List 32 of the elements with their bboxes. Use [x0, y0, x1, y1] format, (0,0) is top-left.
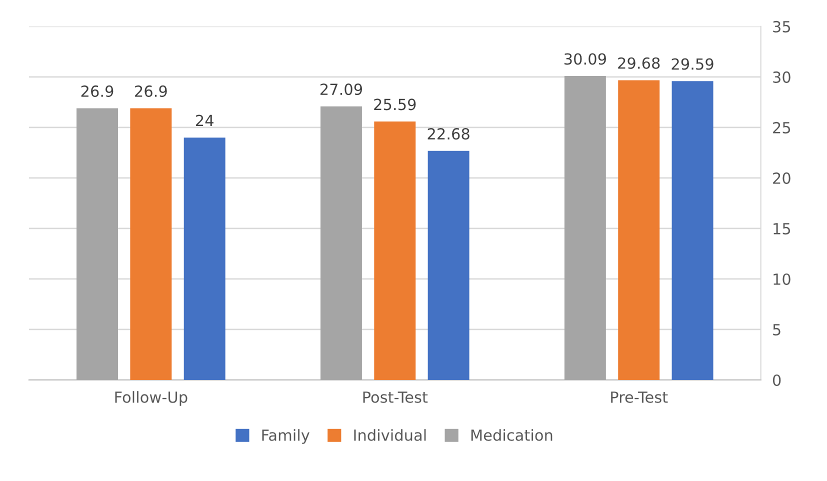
y-tick-label: 35: [773, 20, 790, 32]
bar: [130, 108, 172, 380]
y-tick-label: 25: [773, 122, 790, 134]
data-label: 29.68: [618, 57, 660, 69]
data-label: 26.9: [135, 85, 167, 97]
data-label: 29.59: [672, 58, 714, 70]
bar: [618, 80, 660, 380]
bar: [320, 106, 362, 380]
x-tick-label: Follow-Up: [115, 391, 188, 406]
y-tick-label: 30: [773, 71, 790, 83]
data-label: 30.09: [564, 53, 606, 65]
bar: [374, 122, 416, 380]
y-tick-label: 15: [774, 223, 790, 234]
x-tick-label: Post-Test: [363, 392, 428, 403]
data-label: 26.9: [81, 85, 114, 97]
x-tick-label: Pre-Test: [611, 392, 668, 403]
bar: [672, 81, 714, 380]
data-label: 27.09: [320, 84, 362, 96]
data-label: 25.59: [374, 98, 416, 110]
bar: [76, 108, 118, 380]
bar: [184, 138, 226, 380]
legend-label: Medication: [471, 429, 552, 441]
y-tick-label: 0: [772, 374, 781, 386]
y-tick-label: 5: [773, 324, 780, 336]
y-tick-label: 10: [774, 273, 790, 285]
bar: [428, 150, 470, 380]
data-label: 24: [196, 114, 214, 126]
y-tick-label: 20: [773, 172, 790, 184]
bar: [564, 76, 606, 380]
data-label: 22.68: [428, 128, 470, 140]
legend-label: Individual: [354, 429, 426, 441]
legend-label: Family: [262, 429, 310, 444]
